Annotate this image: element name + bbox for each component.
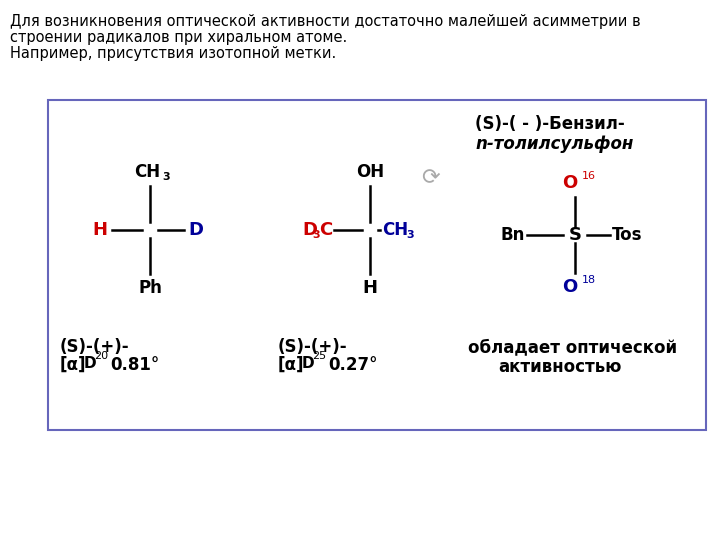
Text: n-толилсульфон: n-толилсульфон xyxy=(475,135,634,153)
Text: D: D xyxy=(302,221,317,239)
Text: (S)-( - )-Бензил-: (S)-( - )-Бензил- xyxy=(475,115,625,133)
Text: активностью: активностью xyxy=(498,358,621,376)
Text: O: O xyxy=(562,278,577,296)
Text: Bn: Bn xyxy=(501,226,525,244)
Text: 3: 3 xyxy=(162,172,170,182)
Text: H: H xyxy=(362,279,377,297)
Text: C: C xyxy=(319,221,332,239)
Text: [α]: [α] xyxy=(278,356,305,374)
Text: обладает оптической: обладает оптической xyxy=(468,338,677,356)
Text: 0.27°: 0.27° xyxy=(328,356,377,374)
Text: H: H xyxy=(92,221,107,239)
Text: Ph: Ph xyxy=(138,279,162,297)
Text: D: D xyxy=(302,356,315,371)
Text: 25: 25 xyxy=(312,351,326,361)
Text: (S)-(+)-: (S)-(+)- xyxy=(278,338,348,356)
Text: CH: CH xyxy=(134,163,160,181)
Text: 0.81°: 0.81° xyxy=(110,356,159,374)
Text: CH: CH xyxy=(382,221,408,239)
Text: 16: 16 xyxy=(582,171,596,181)
Text: O: O xyxy=(562,174,577,192)
Text: 3: 3 xyxy=(312,230,320,240)
Text: ⟳: ⟳ xyxy=(420,168,439,188)
Text: Tos: Tos xyxy=(612,226,642,244)
Text: (S)-(+)-: (S)-(+)- xyxy=(60,338,130,356)
Text: 20: 20 xyxy=(94,351,108,361)
Text: строении радикалов при хиральном атоме.: строении радикалов при хиральном атоме. xyxy=(10,30,347,45)
Text: 3: 3 xyxy=(406,230,413,240)
Text: D: D xyxy=(84,356,96,371)
Text: OH: OH xyxy=(356,163,384,181)
Text: D: D xyxy=(189,221,204,239)
Text: 18: 18 xyxy=(582,275,596,285)
Text: Для возникновения оптической активности достаточно малейшей асимметрии в: Для возникновения оптической активности … xyxy=(10,14,641,29)
Text: [α]: [α] xyxy=(60,356,86,374)
Text: Например, присутствия изотопной метки.: Например, присутствия изотопной метки. xyxy=(10,46,336,61)
Bar xyxy=(48,100,706,430)
Text: S: S xyxy=(569,226,582,244)
